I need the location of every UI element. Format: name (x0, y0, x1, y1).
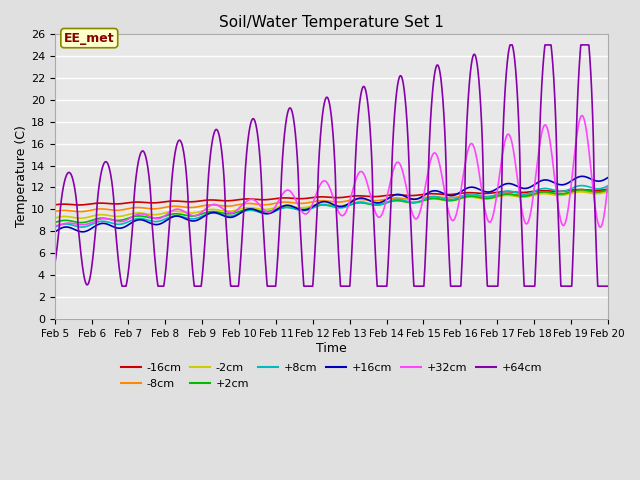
Legend: -16cm, -8cm, -2cm, +2cm, +8cm, +16cm, +32cm, +64cm: -16cm, -8cm, -2cm, +2cm, +8cm, +16cm, +3… (116, 359, 546, 393)
Title: Soil/Water Temperature Set 1: Soil/Water Temperature Set 1 (219, 15, 444, 30)
X-axis label: Time: Time (316, 342, 347, 355)
Text: EE_met: EE_met (64, 32, 115, 45)
Y-axis label: Temperature (C): Temperature (C) (15, 126, 28, 228)
